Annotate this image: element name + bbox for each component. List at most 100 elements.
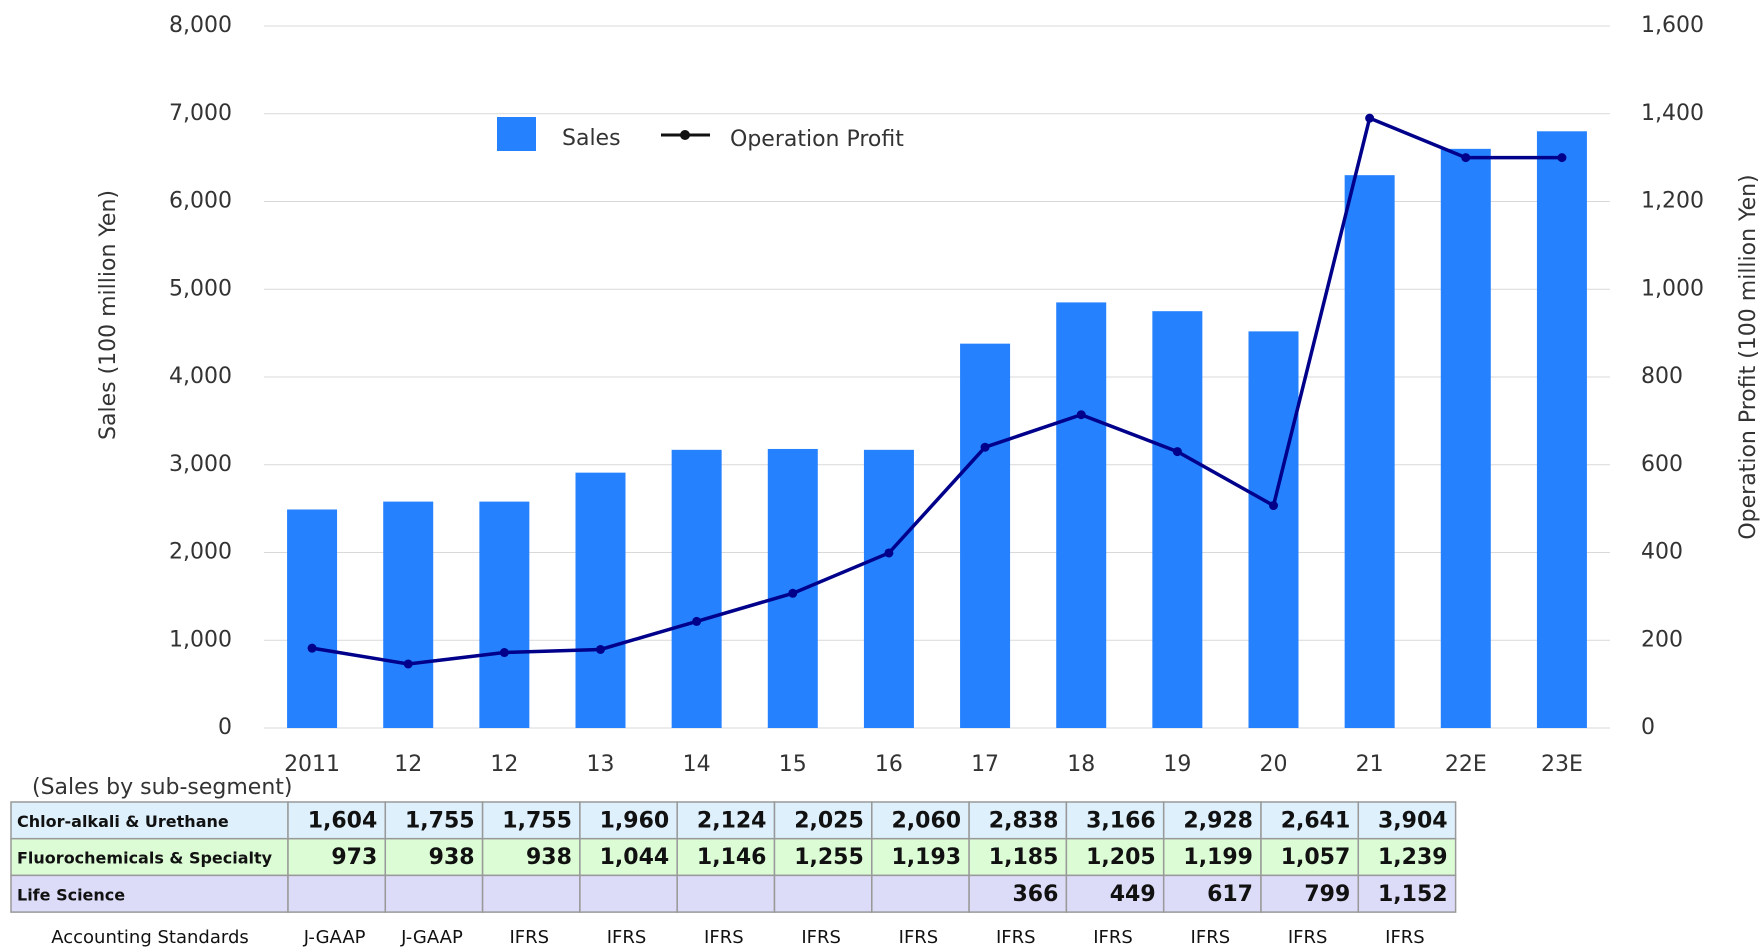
y-tick-label: 8,000 — [169, 13, 232, 38]
y2-tick-label: 800 — [1641, 364, 1683, 389]
line-point — [692, 616, 702, 626]
table-cell — [481, 801, 581, 840]
y-tick-label: 0 — [218, 715, 232, 740]
bar — [575, 472, 626, 728]
table-row-label: Chlor-alkali & Urethane — [17, 812, 229, 831]
accounting-value: IFRS — [899, 927, 939, 948]
table-cell-value: 449 — [1110, 882, 1156, 907]
table-cell-value: 2,838 — [989, 808, 1059, 833]
bar — [1536, 131, 1587, 729]
table-cell-value: 1,960 — [600, 808, 670, 833]
accounting-value: J-GAAP — [400, 927, 463, 948]
table-row-label: Life Science — [17, 885, 125, 904]
y-tick-label: 3,000 — [169, 452, 232, 477]
x-tick-label: 20 — [1260, 752, 1288, 777]
y2-axis-title: Operation Profit (100 million Yen) — [1736, 174, 1761, 539]
bar — [1056, 302, 1107, 728]
table-cell — [1162, 801, 1262, 840]
bar — [1440, 148, 1491, 729]
x-tick-label: 13 — [587, 752, 615, 777]
legend-swatch-point — [680, 130, 690, 140]
x-tick-label: 15 — [779, 752, 807, 777]
bar — [1152, 311, 1203, 728]
table-cell-value: 1,044 — [600, 845, 670, 870]
table-cell — [1357, 801, 1457, 840]
line-point — [1269, 501, 1278, 511]
y-tick-label: 1,000 — [169, 627, 232, 652]
accounting-value: IFRS — [704, 927, 744, 948]
table-cell-value: 1,755 — [502, 808, 572, 833]
table-cell — [871, 874, 970, 913]
table-cell-value: 1,057 — [1281, 845, 1351, 870]
table-cell — [968, 837, 1068, 877]
line — [311, 115, 1562, 666]
accounting-value: J-GAAP — [303, 927, 366, 948]
y2-tick-label: 0 — [1641, 715, 1655, 740]
table-cell-value: 1,199 — [1183, 845, 1253, 870]
table-cell-value: 3,166 — [1086, 808, 1156, 833]
y2-tick-label: 1,200 — [1641, 189, 1704, 214]
y-tick-label: 4,000 — [169, 364, 232, 389]
y2-tick-label: 400 — [1641, 540, 1683, 565]
line-point — [307, 643, 317, 653]
line-point — [1172, 447, 1182, 457]
x-tick-label: 19 — [1163, 752, 1191, 777]
accounting-value: IFRS — [607, 927, 647, 948]
y2-tick-label: 200 — [1641, 627, 1683, 652]
y2-tick-label: 600 — [1641, 452, 1683, 477]
x-tick-label: 12 — [490, 752, 518, 777]
table-cell — [676, 801, 776, 840]
y-tick-label: 2,000 — [169, 540, 232, 565]
y-tick-label: 5,000 — [169, 276, 232, 301]
table-cell — [1065, 837, 1165, 877]
y-tick-label: 7,000 — [169, 101, 232, 126]
legend-swatch — [497, 117, 536, 151]
table-cell-value: 2,060 — [892, 808, 962, 833]
line-point — [1076, 410, 1086, 420]
table-cell — [579, 801, 678, 840]
table-cell-value: 1,755 — [405, 808, 475, 833]
accounting-value: IFRS — [1288, 927, 1328, 948]
table-cell — [773, 801, 873, 840]
accounting-value: IFRS — [1385, 927, 1425, 948]
table-cell-value: 2,025 — [794, 808, 864, 833]
bar — [383, 501, 434, 728]
table-cell — [676, 837, 776, 877]
table-cell — [1260, 801, 1360, 840]
table-label-cell — [10, 874, 289, 913]
table-cell-value: 366 — [1012, 882, 1058, 907]
table-cell — [676, 874, 776, 913]
accounting-value: IFRS — [1191, 927, 1231, 948]
x-tick-label: 16 — [875, 752, 903, 777]
table-cell — [384, 874, 484, 913]
table-label-cell — [10, 837, 289, 877]
table-label-cell — [10, 801, 289, 840]
legend-label: Operation Profit — [730, 127, 904, 152]
table-cell-value: 1,152 — [1378, 882, 1448, 907]
x-tick-label: 2011 — [284, 752, 340, 777]
table-cell — [871, 837, 970, 877]
table-cell-value: 3,904 — [1378, 808, 1448, 833]
line-point — [884, 548, 894, 558]
table-cell — [1162, 837, 1262, 877]
x-tick-label: 17 — [971, 752, 999, 777]
table-cell-value: 1,205 — [1086, 845, 1156, 870]
bar — [863, 449, 914, 728]
bar — [1344, 175, 1395, 729]
table-cell — [287, 837, 387, 877]
table-cell-value: 938 — [429, 845, 475, 870]
bar — [1248, 331, 1299, 728]
line-point — [1461, 153, 1471, 163]
bar — [960, 343, 1011, 728]
accounting-value: IFRS — [1093, 927, 1133, 948]
bar — [479, 501, 530, 728]
y2-tick-label: 1,000 — [1641, 276, 1704, 301]
accounting-value: IFRS — [801, 927, 841, 948]
table-cell — [481, 837, 581, 877]
line-point — [596, 644, 605, 654]
line-point — [788, 588, 798, 598]
line-point — [1365, 113, 1375, 123]
table-cell-value: 1,185 — [989, 845, 1059, 870]
line-point — [980, 442, 990, 452]
